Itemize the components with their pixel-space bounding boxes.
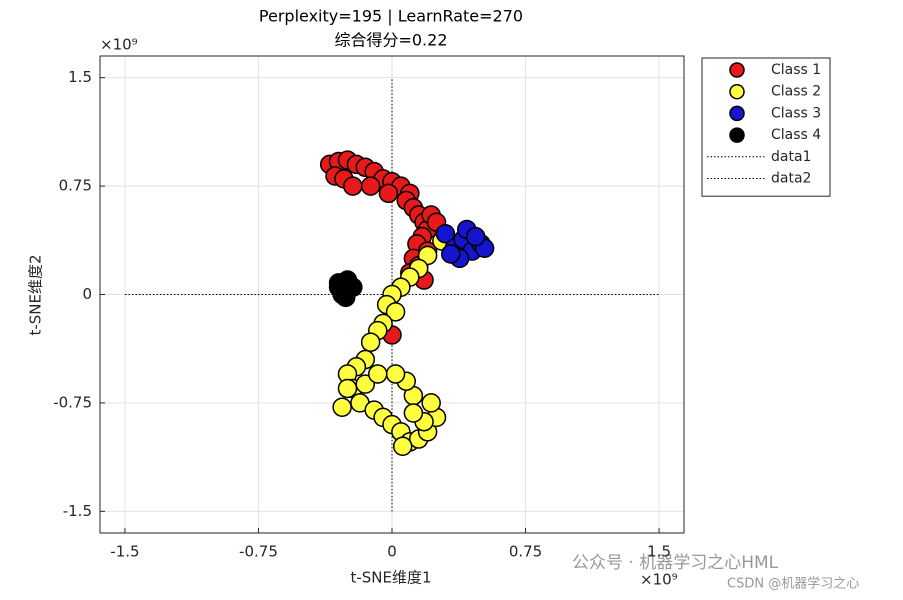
legend-marker (729, 127, 745, 143)
legend-marker (729, 62, 745, 78)
point (328, 273, 349, 293)
point (343, 176, 363, 196)
x-tick-label: -1.5 (110, 543, 139, 561)
point (368, 364, 388, 384)
point (385, 364, 406, 384)
x-tick-label: -0.75 (239, 543, 278, 561)
chart-title: Perplexity=195 | LearnRate=270 (259, 7, 523, 26)
point (385, 302, 406, 322)
x-tick-label: 1.5 (647, 543, 671, 561)
legend-box (701, 57, 831, 197)
point (403, 403, 424, 423)
y-axis-label: t-SNE维度2 (27, 254, 45, 335)
legend-marker (729, 105, 745, 122)
y-tick-label: -0.75 (53, 393, 92, 411)
watermark: CSDN @机器学习之心 (727, 576, 859, 592)
x-multiplier: ×10⁹ (640, 571, 678, 589)
legend-label: Class 2 (771, 84, 821, 100)
x-tick-label: 0.75 (509, 543, 542, 561)
point (360, 176, 381, 196)
legend-label: Class 4 (771, 127, 821, 143)
x-axis-label: t-SNE维度1 (350, 569, 431, 587)
point (441, 244, 461, 264)
point (435, 224, 456, 244)
y-multiplier: ×10⁹ (100, 36, 138, 54)
point (337, 378, 358, 399)
point (360, 332, 381, 352)
watermark: 公众号 · 机器学习之心HML (572, 553, 779, 573)
x-tick-label: 0 (387, 543, 397, 561)
chart-subtitle: 综合得分=0.22 (334, 31, 447, 50)
y-tick-label: -1.5 (63, 502, 92, 520)
legend-label: Class 1 (771, 62, 821, 78)
y-tick-label: 0 (82, 285, 92, 303)
legend-label: Class 3 (771, 105, 821, 121)
legend-marker (729, 83, 745, 100)
point (421, 393, 441, 413)
point (465, 226, 486, 247)
legend-label: data2 (771, 171, 811, 187)
point (332, 397, 352, 417)
legend-label: data1 (771, 149, 811, 165)
point (378, 183, 399, 204)
y-tick-label: 1.5 (68, 68, 92, 86)
y-tick-label: 0.75 (59, 177, 92, 195)
plot-border (99, 55, 685, 534)
point (392, 436, 413, 457)
